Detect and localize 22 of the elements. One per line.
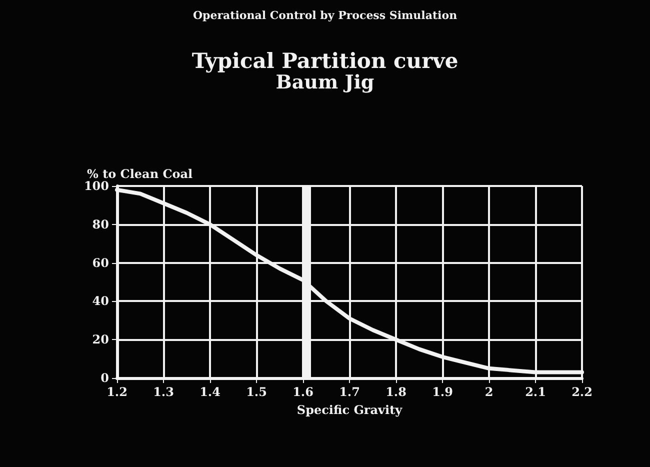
y-tick-label: 100: [84, 179, 109, 193]
chart-subtitle: Baum Jig: [276, 72, 374, 94]
x-tick-label: 1.4: [200, 385, 220, 399]
x-tick-label: 1.3: [153, 385, 174, 399]
y-tick-label: 20: [92, 332, 109, 347]
x-tick-label: 2.1: [525, 385, 546, 399]
x-tick-label: 1.2: [106, 385, 128, 399]
x-tick-label: 1.8: [386, 385, 406, 399]
x-tick-label: 1.5: [246, 385, 267, 399]
y-tick-label: 80: [92, 217, 109, 232]
x-tick-label: 2.2: [572, 385, 592, 399]
x-tick-label: 1.7: [339, 385, 360, 399]
x-tick-label: 1.9: [432, 385, 453, 399]
x-tick-label: 1.6: [292, 385, 314, 399]
y-axis-title: % to Clean Coal: [87, 167, 194, 181]
y-tick-label: 60: [92, 256, 109, 270]
x-tick-label: 2: [484, 385, 494, 399]
chart-title: Typical Partition curve: [192, 48, 458, 73]
text: Operational Control by Process Simulation: [192, 9, 458, 22]
y-tick-label: 0: [100, 371, 109, 385]
x-axis-title: Specific Gravity: [296, 403, 404, 417]
y-tick-label: 40: [92, 294, 109, 308]
